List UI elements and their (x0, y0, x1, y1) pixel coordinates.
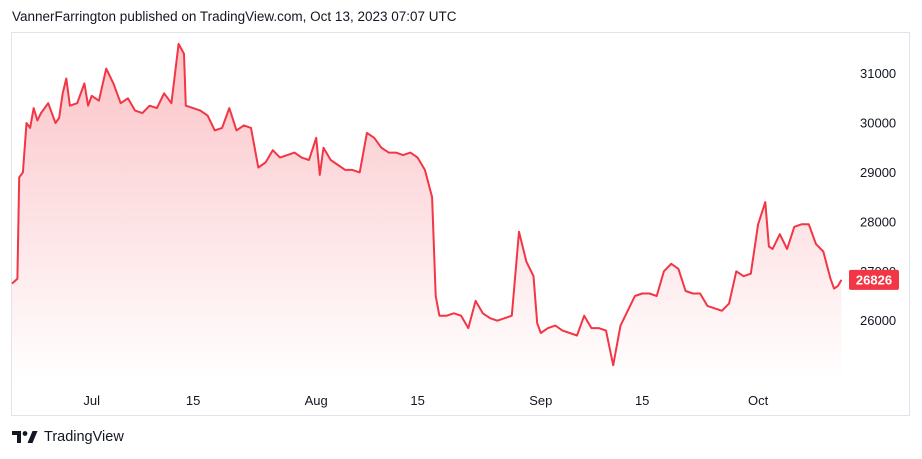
y-tick-label: 28000 (860, 214, 896, 229)
tradingview-logo-icon (12, 431, 38, 443)
tradingview-brand: TradingView (44, 429, 124, 445)
footer: TradingView (12, 429, 124, 445)
y-tick-label: 31000 (860, 66, 896, 81)
y-tick-label: 29000 (860, 165, 896, 180)
x-tick-label: 15 (635, 393, 649, 408)
y-tick-label: 26000 (860, 313, 896, 328)
chart-frame (11, 32, 910, 416)
x-tick-label: Oct (748, 393, 769, 408)
last-price-label: 26826 (856, 272, 892, 287)
y-axis: 260002700028000290003000031000 (860, 66, 896, 328)
x-tick-label: Aug (305, 393, 328, 408)
x-tick-label: Sep (529, 393, 552, 408)
x-tick-label: 15 (186, 393, 200, 408)
price-area-fill (12, 43, 842, 381)
x-tick-label: 15 (410, 393, 424, 408)
last-price-tag: 26826 (849, 269, 899, 290)
publish-info: VannerFarrington published on TradingVie… (12, 9, 457, 24)
x-tick-label: Jul (83, 393, 100, 408)
y-tick-label: 30000 (860, 115, 896, 130)
last-price-tag-background (849, 269, 899, 290)
x-axis: Jul 15 Aug 15 Sep 15 Oct (83, 393, 768, 408)
price-line (11, 42, 843, 367)
